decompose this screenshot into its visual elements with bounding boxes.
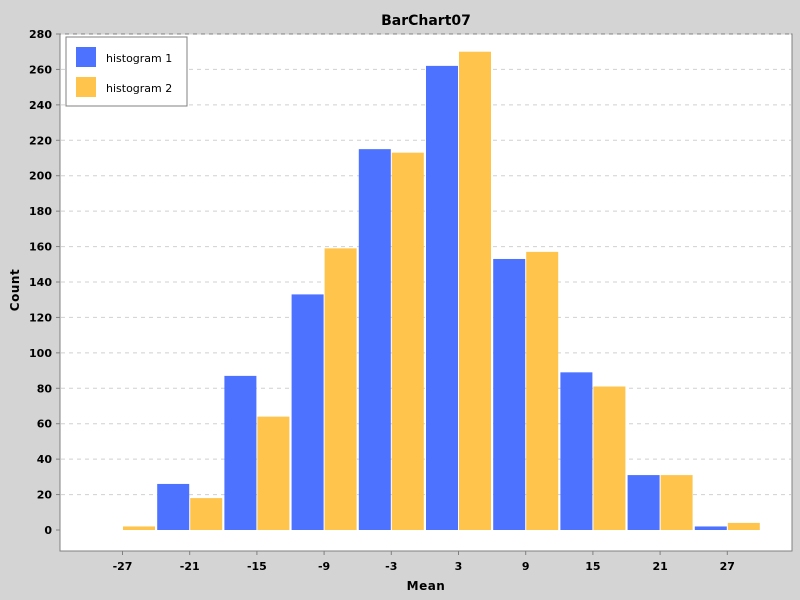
x-axis-ticks: -27 -21 -15 -9 -3 3 9 15 21 27 — [113, 551, 735, 573]
y-tick-label: 20 — [37, 489, 53, 502]
y-axis-ticks: 0 20 40 60 80 100 120 140 160 180 200 220 240 260 280 — [29, 28, 60, 537]
bar-series-1--21 — [157, 483, 190, 530]
y-tick-label: 120 — [29, 311, 52, 324]
y-tick-label: 80 — [37, 382, 53, 395]
bar-series-1-21 — [627, 475, 660, 530]
bar-series-1--9 — [291, 294, 324, 530]
grid-lines — [61, 33, 791, 496]
bar-series-2-9 — [526, 251, 559, 530]
bar-series-2-27 — [727, 522, 760, 530]
x-tick-label: 3 — [455, 560, 463, 573]
y-tick-label: 40 — [37, 453, 53, 466]
bar-series-2-21 — [660, 475, 693, 530]
y-axis-label: Count — [8, 269, 22, 311]
x-tick-label: -15 — [247, 560, 267, 573]
bars — [123, 51, 760, 531]
bar-series-1--15 — [224, 375, 257, 530]
y-tick-label: 180 — [29, 205, 52, 218]
y-tick-label: 280 — [29, 28, 52, 41]
x-tick-label: -3 — [385, 560, 397, 573]
bar-series-2--15 — [257, 416, 290, 530]
chart-title: BarChart07 — [381, 13, 471, 29]
x-tick-label: -9 — [318, 560, 330, 573]
y-tick-label: 100 — [29, 347, 52, 360]
x-axis-label: Mean — [407, 579, 446, 593]
x-tick-label: -27 — [113, 560, 133, 573]
x-tick-label: 15 — [585, 560, 600, 573]
legend-swatch-histogram-2 — [76, 77, 96, 97]
bar-series-2-15 — [593, 386, 626, 530]
y-tick-label: 220 — [29, 134, 52, 147]
legend-label-histogram-1: histogram 1 — [106, 52, 172, 65]
y-tick-label: 260 — [29, 63, 52, 76]
legend-label-histogram-2: histogram 2 — [106, 82, 172, 95]
bar-series-2--27 — [123, 526, 155, 530]
x-tick-label: 9 — [522, 560, 530, 573]
bar-series-2--21 — [190, 498, 223, 530]
y-tick-label: 0 — [44, 524, 52, 537]
bar-series-1-3 — [426, 65, 458, 530]
bar-series-1-9 — [493, 258, 526, 530]
x-tick-label: 27 — [720, 560, 735, 573]
bar-series-1-15 — [560, 372, 593, 530]
bar-series-2--9 — [324, 248, 357, 531]
x-tick-label: 21 — [652, 560, 667, 573]
x-tick-label: -21 — [180, 560, 200, 573]
bar-series-2--3 — [391, 152, 424, 530]
bar-series-2-3 — [459, 51, 491, 530]
bar-series-1--3 — [358, 149, 391, 530]
legend: histogram 1 histogram 2 — [65, 36, 188, 107]
bar-series-1-27 — [694, 526, 727, 530]
y-tick-label: 140 — [29, 276, 52, 289]
y-tick-label: 200 — [29, 170, 52, 183]
y-tick-label: 60 — [37, 418, 53, 431]
legend-swatch-histogram-1 — [76, 47, 96, 67]
y-tick-label: 160 — [29, 241, 52, 254]
y-tick-label: 240 — [29, 99, 52, 112]
